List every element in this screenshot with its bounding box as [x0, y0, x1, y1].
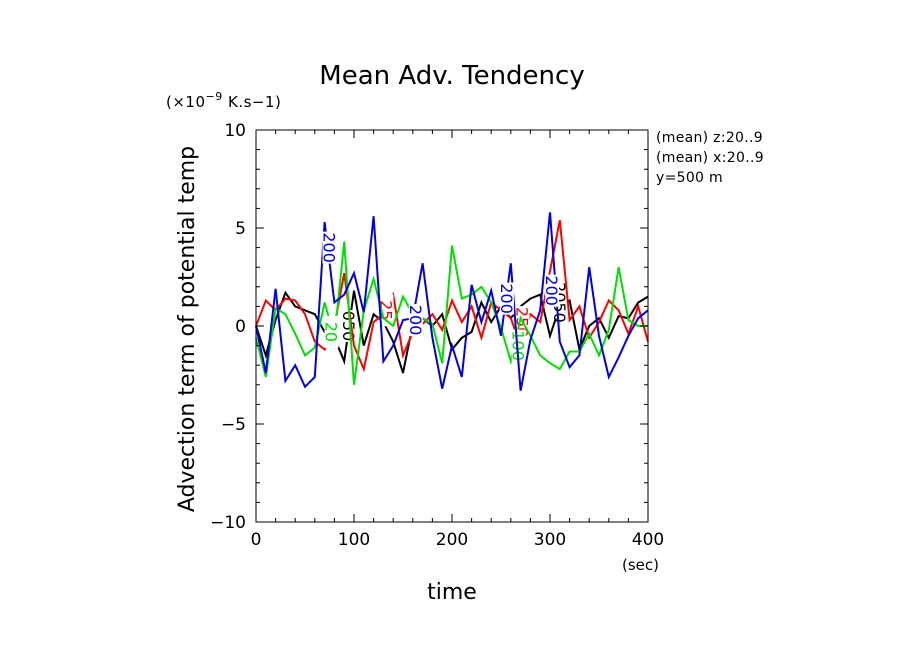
series-contour-label: 200 — [497, 282, 516, 315]
series-contour-label: 200 — [320, 231, 339, 264]
chart-notes: (mean) z:20..9 (mean) x:20..9 y=500 m — [656, 130, 764, 186]
series-label-text: 200 — [320, 232, 339, 263]
y-unit-exponent: −9 — [206, 90, 223, 103]
series-contour-label: 200 — [406, 304, 425, 337]
y-tick-label: 0 — [235, 317, 246, 337]
series-label-text: 200 — [497, 283, 516, 314]
series-label-background — [499, 282, 514, 315]
y-axis-label: Advection term of potential temp — [175, 146, 200, 512]
series-contour-label: 200 — [542, 274, 561, 307]
y-unit-label: (×10−9 K.s−1) — [166, 90, 281, 111]
y-tick-label: 10 — [224, 121, 246, 141]
series-line-3 — [255, 241, 648, 385]
x-tick-label: 0 — [251, 530, 262, 550]
x-unit-label: (sec) — [622, 556, 659, 574]
x-tick-label: 300 — [534, 530, 566, 550]
series-line-2 — [255, 220, 649, 373]
x-tick-label: 100 — [338, 530, 370, 550]
series-contour-label: 20 — [322, 315, 341, 348]
series-label-background — [322, 231, 337, 264]
series-label-background — [545, 274, 559, 307]
x-tick-label: 400 — [632, 530, 664, 550]
series-line-4 — [255, 212, 649, 391]
chart-note: (mean) x:20..9 — [656, 150, 764, 166]
plot-frame — [255, 129, 649, 523]
series-contour-label: 100 — [509, 329, 528, 362]
x-axis-label: time — [427, 580, 477, 605]
series-label-text: 200 — [542, 275, 561, 306]
series-label-text: 200 — [406, 305, 425, 336]
series-label-background — [324, 315, 339, 348]
y-tick-label: −10 — [210, 513, 246, 533]
chart-title: Mean Adv. Tendency — [319, 61, 584, 91]
y-unit-suffix: K.s−1) — [223, 93, 282, 111]
x-tick-label: 200 — [436, 530, 468, 550]
series-label-text: 20 — [322, 322, 341, 342]
chart-note: (mean) z:20..9 — [656, 130, 763, 146]
series-label-text: 100 — [509, 330, 528, 361]
chart-note: y=500 m — [656, 170, 723, 186]
series-label-background — [511, 329, 526, 362]
series-label-background — [408, 304, 423, 337]
y-unit-prefix: (×10 — [166, 93, 206, 111]
y-tick-label: −5 — [221, 415, 246, 435]
y-tick-label: 5 — [235, 219, 246, 239]
